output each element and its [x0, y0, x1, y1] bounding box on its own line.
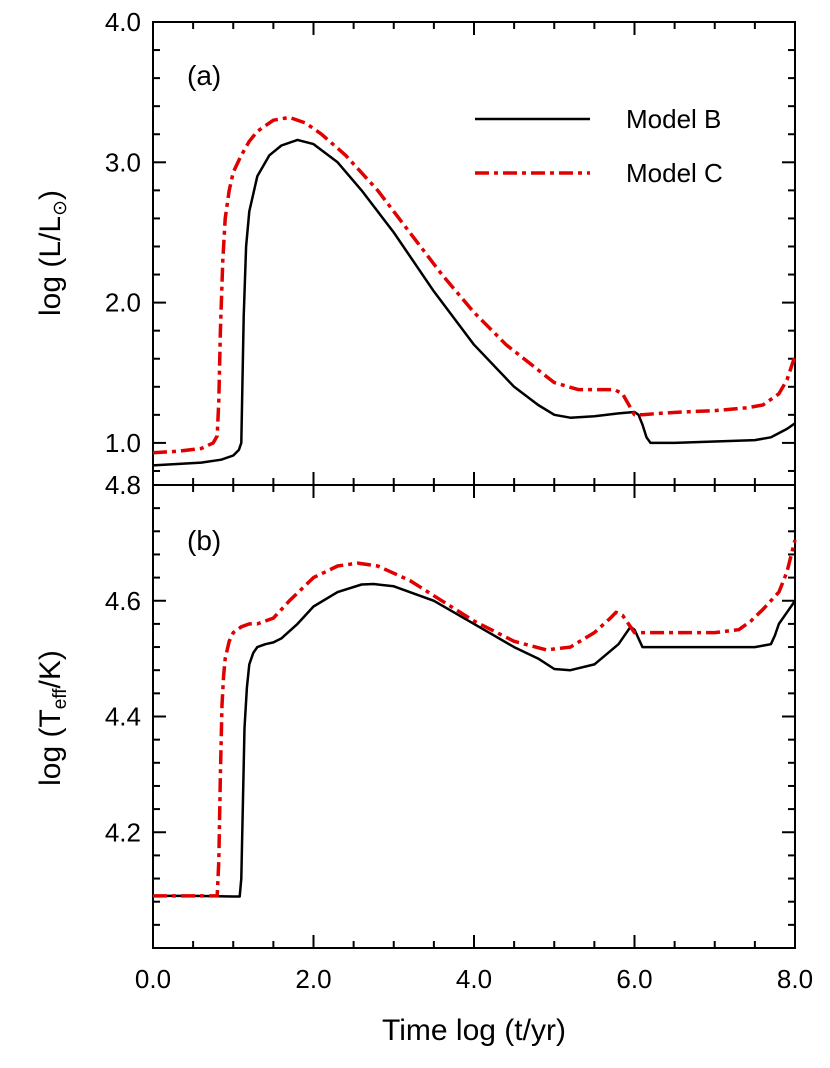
- x-tick-label: 2.0: [295, 964, 331, 994]
- y-tick-label: 4.8: [105, 470, 141, 500]
- x-tick-label: 8.0: [777, 964, 813, 994]
- y-tick-label: 4.2: [105, 817, 141, 847]
- x-tick-label: 6.0: [616, 964, 652, 994]
- y-tick-label: 4.0: [105, 7, 141, 37]
- y-tick-label: 3.0: [105, 147, 141, 177]
- y-tick-label: 4.6: [105, 586, 141, 616]
- y-tick-label: 1.0: [105, 428, 141, 458]
- y-label-top-main: log (L/L: [34, 216, 67, 316]
- y-tick-label: 2.0: [105, 288, 141, 318]
- curve-layer: [152, 115, 797, 898]
- x-axis-label: Time log (t/yr): [382, 1014, 566, 1047]
- y-tick-label: 4.4: [105, 702, 141, 732]
- y-label-bottom-end: /K): [34, 650, 67, 688]
- series-line-model-b: [153, 582, 797, 898]
- y-label-bottom-sub: eff: [50, 688, 71, 710]
- y-axis-label-bottom: log (Teff/K): [34, 650, 71, 786]
- legend-label-model-c: Model C: [626, 158, 723, 188]
- series-line-model-c: [153, 539, 797, 898]
- axes-layer: 4.0 3.0 2.0 1.0 4.8 4.6 4.4 4.2 0.0 2.0 4.0 6.0 8.0: [105, 7, 813, 994]
- panel-a-label: (a): [187, 60, 221, 91]
- y-label-top-end: ): [34, 190, 67, 200]
- legend-label-model-b: Model B: [626, 104, 721, 134]
- series-line-model-b: [152, 138, 796, 467]
- legend: Model B Model C: [475, 104, 723, 188]
- y-label-bottom-main: log (T: [34, 709, 67, 786]
- x-tick-label: 4.0: [456, 964, 492, 994]
- x-tick-label: 0.0: [135, 964, 171, 994]
- panel-b-label: (b): [187, 525, 221, 556]
- panel-b-frame: [152, 484, 796, 949]
- y-label-top-sub: ⊙: [50, 200, 71, 216]
- panel-a-frame: [152, 21, 796, 486]
- y-axis-label-top: log (L/L⊙): [34, 190, 71, 316]
